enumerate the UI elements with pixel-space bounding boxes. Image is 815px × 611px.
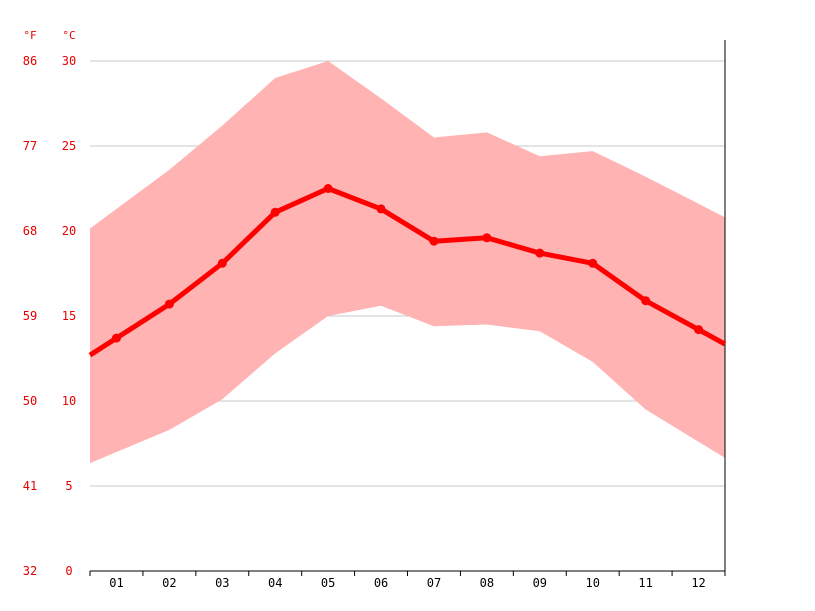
data-point-04 bbox=[270, 207, 280, 217]
data-point-02 bbox=[164, 299, 174, 309]
data-point-07 bbox=[429, 236, 439, 246]
data-point-03 bbox=[217, 258, 227, 268]
fahrenheit-tick-label: 68 bbox=[23, 224, 37, 238]
fahrenheit-tick-label: 41 bbox=[23, 479, 37, 493]
celsius-unit-label: °C bbox=[62, 29, 75, 42]
data-point-10 bbox=[588, 258, 598, 268]
celsius-tick-label: 20 bbox=[62, 224, 76, 238]
data-point-09 bbox=[535, 248, 545, 258]
x-tick-label: 06 bbox=[374, 576, 388, 590]
data-point-08 bbox=[482, 233, 492, 243]
data-point-05 bbox=[323, 184, 333, 193]
x-tick-label: 01 bbox=[109, 576, 123, 590]
x-tick-label: 07 bbox=[427, 576, 441, 590]
x-tick-label: 05 bbox=[321, 576, 335, 590]
data-point-11 bbox=[641, 296, 651, 306]
fahrenheit-tick-label: 32 bbox=[23, 564, 37, 578]
data-point-12 bbox=[694, 325, 704, 335]
fahrenheit-tick-label: 77 bbox=[23, 139, 37, 153]
celsius-tick-label: 5 bbox=[65, 479, 72, 493]
x-tick-label: 12 bbox=[691, 576, 705, 590]
x-tick-label: 03 bbox=[215, 576, 229, 590]
x-tick-label: 02 bbox=[162, 576, 176, 590]
celsius-tick-label: 10 bbox=[62, 394, 76, 408]
axis-labels: 01 02 03 04 05 06 07 08 09 10 11 12 32 0 41 5 50 10 59 15 68… bbox=[23, 29, 706, 590]
celsius-tick-label: 0 bbox=[65, 564, 72, 578]
fahrenheit-tick-label: 86 bbox=[23, 54, 37, 68]
x-tick-label: 09 bbox=[533, 576, 547, 590]
average-temperature-series bbox=[88, 184, 727, 358]
axes bbox=[89, 40, 726, 576]
celsius-tick-label: 30 bbox=[62, 54, 76, 68]
data-point-06 bbox=[376, 204, 386, 214]
celsius-tick-label: 15 bbox=[62, 309, 76, 323]
average-temperature-line bbox=[88, 186, 727, 358]
x-tick-label: 04 bbox=[268, 576, 282, 590]
x-tick-label: 10 bbox=[585, 576, 599, 590]
celsius-tick-label: 25 bbox=[62, 139, 76, 153]
x-tick-label: 08 bbox=[480, 576, 494, 590]
data-point-01 bbox=[111, 333, 121, 343]
temperature-range-band bbox=[90, 61, 725, 464]
fahrenheit-tick-label: 59 bbox=[23, 309, 37, 323]
x-tick-label: 11 bbox=[638, 576, 652, 590]
fahrenheit-unit-label: °F bbox=[23, 29, 36, 42]
fahrenheit-tick-label: 50 bbox=[23, 394, 37, 408]
